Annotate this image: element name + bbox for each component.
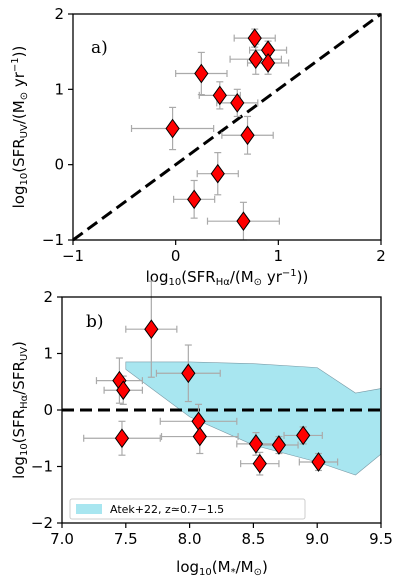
y-tick-label: 0 [43, 401, 53, 419]
y-tick-label: −2 [31, 514, 53, 532]
data-point-9 [240, 125, 255, 146]
panel-b-xlabel: log10(M*/M⊙) [176, 558, 268, 578]
x-tick-label: 7.0 [50, 530, 74, 548]
x-tick-label: −1 [62, 247, 84, 265]
legend: Atek+22, z≃0.7−1.5 [69, 498, 306, 520]
x-tick-label: 1 [274, 247, 284, 265]
data-point-10 [296, 425, 311, 446]
data-point-11 [187, 189, 202, 210]
panel-b-label: b) [86, 312, 104, 332]
data-point-8 [165, 118, 180, 139]
data-point-1 [144, 319, 159, 340]
x-tick-label: 9.5 [369, 530, 393, 548]
panel-a-frame [72, 13, 382, 241]
panel-a-label: a) [91, 38, 108, 58]
panel-a-xlabel: log10(SFRHα/(M⊙ yr−1)) [146, 268, 309, 288]
y-tick-label: 1 [43, 345, 53, 363]
data-point-6 [212, 85, 227, 106]
x-tick-label: 7.5 [114, 530, 138, 548]
data-point-8 [248, 434, 264, 454]
y-tick-label: 2 [43, 288, 53, 306]
x-tick-label: 8.0 [178, 530, 202, 548]
data-point-6 [192, 426, 207, 447]
x-tick-label: 0 [171, 247, 181, 265]
y-tick-label: −1 [31, 458, 53, 476]
panel-a: −1 0 1 2 −1 0 1 2 a) log10(SFRHα/(M⊙ yr−1)) log… [10, 5, 386, 288]
y-tick-label: 1 [54, 80, 64, 98]
panel-b: 7.0 7.5 8.0 8.5 9.0 9.5 −2 −1 0 1 2 b) Atek+22, z≃… [10, 280, 393, 578]
y-tick-label: 0 [54, 156, 64, 174]
legend-label: Atek+22, z≃0.7−1.5 [110, 503, 224, 516]
x-tick-label: 2 [376, 247, 386, 265]
one-to-one-line [72, 12, 382, 242]
data-point-4 [181, 363, 196, 384]
y-tick-label: −1 [42, 231, 64, 249]
data-point-10 [210, 163, 225, 184]
legend-box [69, 498, 306, 520]
panel-a-ylabel: log10(SFRUV/(M⊙ yr−1)) [10, 46, 30, 209]
data-point-3 [248, 49, 263, 70]
panel-b-ylabel: log10(SFRHα/SFRUV) [10, 341, 30, 479]
data-point-4 [260, 53, 276, 73]
y-tick-label: 2 [54, 5, 64, 23]
data-point-5 [194, 63, 209, 84]
data-point-12 [311, 452, 326, 472]
data-point-1 [247, 28, 262, 48]
data-point-11 [252, 453, 267, 474]
data-point-7 [114, 428, 130, 449]
data-point-9 [271, 435, 287, 455]
legend-swatch [76, 504, 102, 514]
x-tick-label: 9.0 [305, 530, 329, 548]
data-point-7 [230, 93, 245, 113]
x-tick-label: 8.5 [241, 530, 265, 548]
data-point-3 [116, 380, 131, 401]
data-point-12 [236, 211, 251, 232]
atek-band [125, 361, 382, 476]
